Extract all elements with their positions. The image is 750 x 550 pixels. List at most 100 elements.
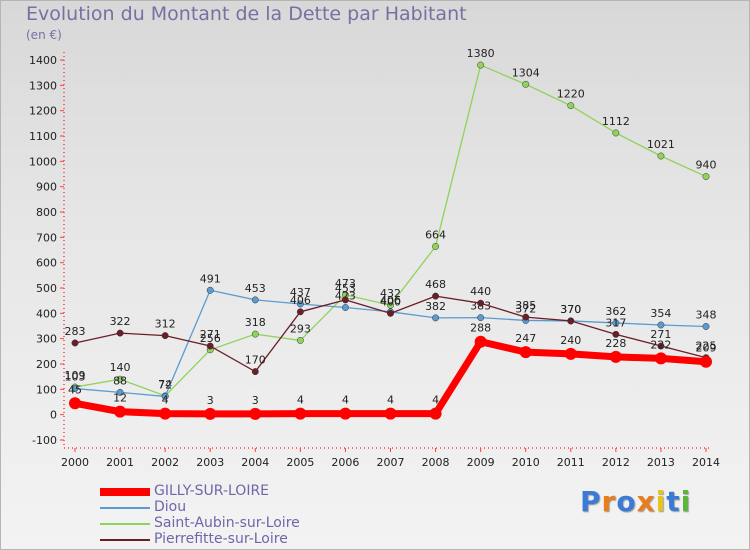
data-point <box>71 385 79 393</box>
x-tick-label: 2012 <box>602 456 630 469</box>
data-point <box>251 330 259 338</box>
legend-label: Diou <box>154 499 187 515</box>
data-label: 1112 <box>602 115 630 128</box>
data-label: 317 <box>605 316 626 329</box>
data-label: 4 <box>162 394 169 407</box>
legend-swatch <box>100 507 150 509</box>
legend-swatch <box>100 539 150 541</box>
data-label: 12 <box>113 392 127 405</box>
data-point <box>69 397 81 410</box>
data-label: 362 <box>605 305 626 318</box>
data-point <box>432 314 440 322</box>
data-label: 88 <box>113 374 127 387</box>
data-point <box>429 407 442 420</box>
data-point <box>161 332 169 340</box>
data-label: 382 <box>425 300 446 313</box>
data-label: 271 <box>650 328 671 341</box>
data-label: 4 <box>342 394 349 407</box>
data-point <box>296 336 304 344</box>
y-tick-label: 1400 <box>29 54 57 67</box>
x-tick-label: 2004 <box>241 456 269 469</box>
x-tick-label: 2000 <box>61 456 89 469</box>
data-point <box>567 102 575 110</box>
data-point <box>116 375 124 383</box>
x-tick-label: 2014 <box>692 456 720 469</box>
data-label: 385 <box>515 299 536 312</box>
x-tick-label: 2005 <box>286 456 314 469</box>
y-tick-label: 1000 <box>29 155 57 168</box>
data-point <box>116 329 124 337</box>
data-label: 4 <box>387 394 394 407</box>
data-point <box>657 152 665 160</box>
data-label: 1021 <box>647 138 675 151</box>
data-label: 170 <box>245 354 266 367</box>
data-label: 222 <box>650 338 671 351</box>
data-label: 370 <box>560 303 581 316</box>
data-label: 453 <box>245 282 266 295</box>
y-tick-label: 800 <box>36 206 57 219</box>
y-tick-label: 1300 <box>29 79 57 92</box>
data-point <box>206 342 214 350</box>
x-tick-label: 2008 <box>422 456 450 469</box>
legend-label: GILLY-SUR-LOIRE <box>154 483 270 499</box>
data-point <box>609 350 622 363</box>
data-point <box>612 319 620 327</box>
data-label: 1304 <box>512 66 540 79</box>
data-point <box>522 80 530 88</box>
data-label: 437 <box>290 286 311 299</box>
data-point <box>159 407 172 420</box>
data-label: 440 <box>470 285 491 298</box>
data-point <box>71 339 79 347</box>
data-label: 271 <box>200 328 221 341</box>
data-label: 283 <box>65 325 86 338</box>
data-label: 1220 <box>557 88 585 101</box>
data-label: 72 <box>158 378 172 391</box>
data-point <box>339 407 352 420</box>
y-tick-label: 600 <box>36 257 57 270</box>
y-tick-label: 1200 <box>29 105 57 118</box>
unit-label: (en €) <box>26 28 62 42</box>
data-point <box>341 296 349 304</box>
data-label: 4 <box>432 394 439 407</box>
x-tick-label: 2010 <box>512 456 540 469</box>
data-label: 256 <box>200 332 221 345</box>
data-label: 453 <box>335 282 356 295</box>
data-label: 348 <box>696 309 717 322</box>
y-tick-label: 0 <box>50 409 57 422</box>
data-label: 1380 <box>467 47 495 60</box>
data-label: 209 <box>696 342 717 355</box>
legend-label: Saint-Aubin-sur-Loire <box>154 515 300 531</box>
data-label: 4 <box>297 394 304 407</box>
data-point <box>474 335 487 348</box>
data-label: 109 <box>65 369 86 382</box>
data-point <box>294 407 307 420</box>
data-point <box>522 313 530 321</box>
y-tick-label: 900 <box>36 181 57 194</box>
data-label: 406 <box>290 294 311 307</box>
data-label: 103 <box>65 371 86 384</box>
x-tick-label: 2003 <box>196 456 224 469</box>
data-label: 468 <box>425 278 446 291</box>
data-point <box>477 314 485 322</box>
data-label: 432 <box>380 287 401 300</box>
data-label: 228 <box>605 337 626 350</box>
y-tick-label: 200 <box>36 358 57 371</box>
data-point <box>567 317 575 325</box>
data-point <box>432 243 440 250</box>
data-point <box>296 308 304 316</box>
data-label: 940 <box>696 159 717 172</box>
legend-swatch <box>100 488 150 496</box>
data-label: 293 <box>290 322 311 335</box>
y-tick-label: 400 <box>36 307 57 320</box>
data-point <box>654 352 667 365</box>
data-point <box>432 292 440 300</box>
data-point <box>341 304 349 311</box>
data-point <box>657 342 665 350</box>
data-point <box>564 347 577 360</box>
data-label: 247 <box>515 332 536 345</box>
data-point <box>206 286 214 294</box>
data-label: 3 <box>207 394 214 407</box>
data-label: 372 <box>515 302 536 315</box>
